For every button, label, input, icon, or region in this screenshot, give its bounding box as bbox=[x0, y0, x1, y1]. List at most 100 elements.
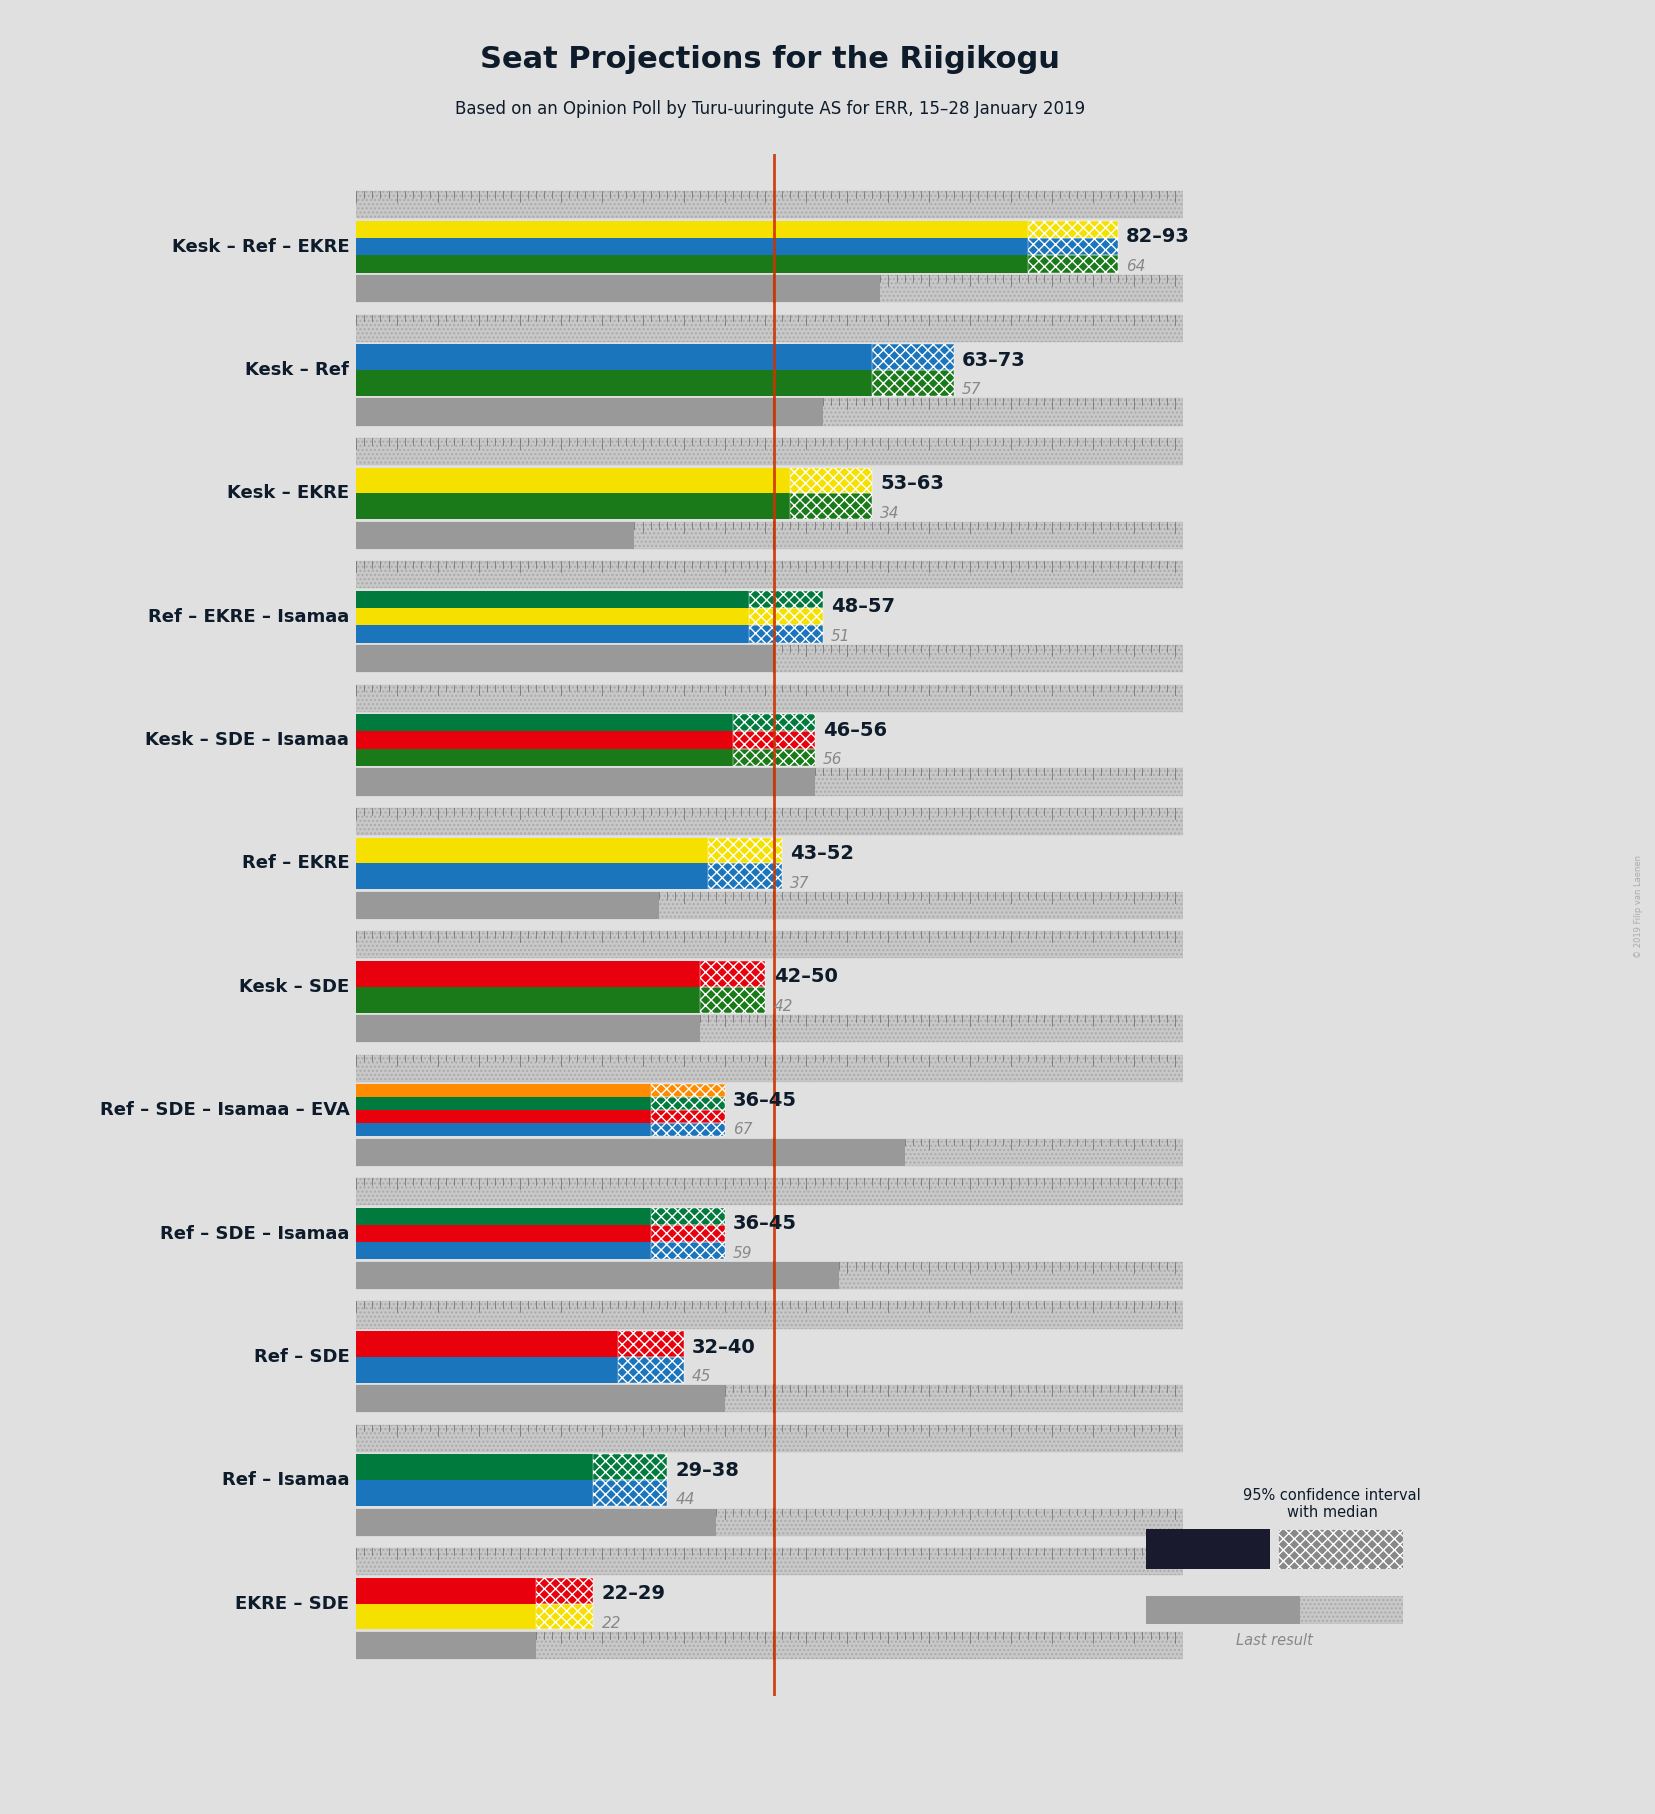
Bar bbox=[356, 1424, 1183, 1451]
Bar bbox=[750, 608, 823, 626]
Bar bbox=[356, 1016, 1183, 1043]
Bar bbox=[356, 1054, 1183, 1081]
Bar bbox=[708, 838, 781, 863]
Text: 36–45: 36–45 bbox=[733, 1090, 796, 1110]
Text: 43–52: 43–52 bbox=[789, 844, 854, 863]
Text: 67: 67 bbox=[733, 1123, 753, 1137]
Bar bbox=[750, 591, 823, 608]
Bar bbox=[356, 807, 1183, 834]
Text: Kesk – EKRE: Kesk – EKRE bbox=[227, 484, 349, 502]
Bar bbox=[700, 961, 766, 987]
Bar bbox=[650, 1208, 725, 1224]
Bar bbox=[356, 276, 1183, 303]
Bar bbox=[733, 715, 814, 731]
Bar bbox=[356, 1016, 700, 1043]
Bar bbox=[1028, 238, 1117, 256]
Bar bbox=[356, 399, 1183, 426]
Text: 57: 57 bbox=[962, 383, 981, 397]
Bar bbox=[650, 1123, 725, 1136]
Bar bbox=[356, 190, 1183, 218]
Bar bbox=[356, 522, 1183, 550]
Text: Last result: Last result bbox=[1236, 1633, 1312, 1647]
Text: 59: 59 bbox=[733, 1246, 753, 1261]
Bar bbox=[356, 1455, 594, 1480]
Text: 64: 64 bbox=[1125, 259, 1145, 274]
Bar bbox=[650, 1085, 725, 1097]
Bar bbox=[356, 749, 733, 766]
Bar bbox=[356, 769, 814, 796]
Bar bbox=[650, 1097, 725, 1110]
Bar bbox=[356, 1243, 650, 1259]
Bar bbox=[356, 1386, 725, 1413]
Bar bbox=[356, 1177, 1183, 1204]
Bar bbox=[750, 626, 823, 642]
Bar bbox=[356, 646, 1183, 673]
Bar bbox=[356, 561, 1183, 588]
Text: 32–40: 32–40 bbox=[692, 1337, 755, 1357]
Bar bbox=[356, 399, 1183, 426]
Bar bbox=[733, 749, 814, 766]
Bar bbox=[789, 468, 872, 493]
Bar bbox=[594, 1455, 667, 1480]
Bar bbox=[356, 1578, 536, 1604]
Bar bbox=[356, 190, 1183, 218]
Text: 29–38: 29–38 bbox=[675, 1460, 740, 1480]
Bar bbox=[700, 961, 766, 987]
Bar bbox=[594, 1480, 667, 1506]
Bar bbox=[733, 731, 814, 749]
Bar bbox=[356, 1097, 650, 1110]
Bar bbox=[356, 1509, 1183, 1536]
Bar bbox=[650, 1208, 725, 1224]
Bar bbox=[617, 1357, 684, 1382]
Bar bbox=[1028, 221, 1117, 238]
Bar bbox=[1028, 221, 1117, 238]
Bar bbox=[356, 646, 773, 673]
Text: 53–63: 53–63 bbox=[880, 473, 943, 493]
Bar bbox=[750, 608, 823, 626]
Bar bbox=[750, 591, 823, 608]
Bar bbox=[650, 1243, 725, 1259]
Text: Kesk – Ref: Kesk – Ref bbox=[245, 361, 349, 379]
Bar bbox=[356, 1331, 617, 1357]
Text: 48–57: 48–57 bbox=[831, 597, 895, 617]
Bar bbox=[356, 276, 880, 303]
Text: 56: 56 bbox=[823, 753, 842, 767]
Bar bbox=[356, 931, 1183, 958]
Bar bbox=[750, 626, 823, 642]
Bar bbox=[356, 1301, 1183, 1328]
Bar bbox=[356, 892, 1183, 920]
Text: 46–56: 46–56 bbox=[823, 720, 887, 740]
Bar bbox=[617, 1357, 684, 1382]
Bar bbox=[708, 863, 781, 889]
Bar bbox=[356, 1263, 1183, 1290]
Bar bbox=[1028, 256, 1117, 272]
Bar bbox=[356, 345, 872, 370]
Bar bbox=[356, 1424, 1183, 1451]
Bar bbox=[356, 1480, 594, 1506]
Bar bbox=[650, 1110, 725, 1123]
Text: 44: 44 bbox=[675, 1493, 695, 1507]
Bar bbox=[650, 1123, 725, 1136]
Bar bbox=[356, 1054, 1183, 1081]
Text: Kesk – Ref – EKRE: Kesk – Ref – EKRE bbox=[172, 238, 349, 256]
Text: Based on an Opinion Poll by Turu-uuringute AS for ERR, 15–28 January 2019: Based on an Opinion Poll by Turu-uuringu… bbox=[455, 100, 1084, 118]
Bar bbox=[650, 1085, 725, 1097]
Bar bbox=[872, 345, 953, 370]
Text: Ref – SDE – Isamaa: Ref – SDE – Isamaa bbox=[161, 1224, 349, 1243]
Bar bbox=[356, 1633, 536, 1660]
Bar bbox=[356, 646, 1183, 673]
Text: 42: 42 bbox=[773, 1000, 793, 1014]
Bar bbox=[356, 684, 1183, 711]
Bar bbox=[356, 370, 872, 395]
Bar bbox=[356, 1016, 1183, 1043]
Bar bbox=[356, 437, 1183, 464]
Bar bbox=[356, 684, 1183, 711]
Text: 63–73: 63–73 bbox=[962, 350, 1026, 370]
Text: 34: 34 bbox=[880, 506, 900, 521]
Bar bbox=[356, 1085, 650, 1097]
Bar bbox=[733, 715, 814, 731]
Bar bbox=[356, 1509, 1183, 1536]
Bar bbox=[356, 838, 708, 863]
Bar bbox=[356, 1386, 1183, 1413]
Bar bbox=[356, 1208, 650, 1224]
